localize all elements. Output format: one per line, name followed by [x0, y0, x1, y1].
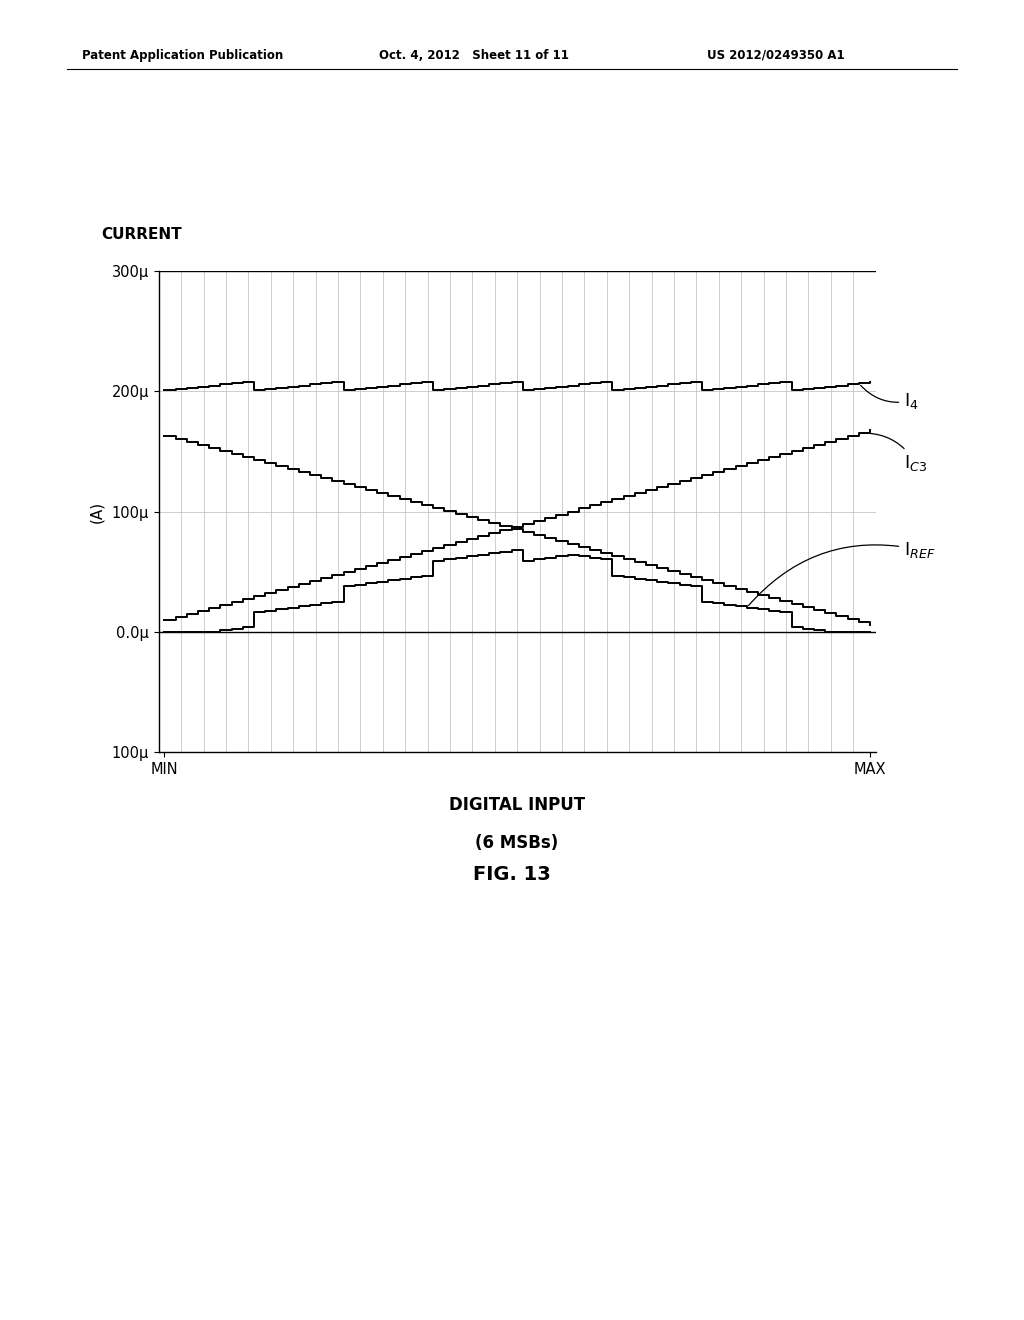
Text: US 2012/0249350 A1: US 2012/0249350 A1 — [707, 49, 844, 62]
Text: I$_{REF}$: I$_{REF}$ — [749, 540, 936, 606]
Text: DIGITAL INPUT: DIGITAL INPUT — [450, 796, 585, 813]
Text: (6 MSBs): (6 MSBs) — [475, 834, 559, 853]
Text: CURRENT: CURRENT — [101, 227, 182, 242]
Text: Oct. 4, 2012   Sheet 11 of 11: Oct. 4, 2012 Sheet 11 of 11 — [379, 49, 568, 62]
Text: FIG. 13: FIG. 13 — [473, 865, 551, 883]
Text: I$_4$: I$_4$ — [860, 385, 919, 411]
Y-axis label: (A): (A) — [89, 500, 104, 523]
Text: I$_{C3}$: I$_{C3}$ — [861, 433, 928, 474]
Text: Patent Application Publication: Patent Application Publication — [82, 49, 284, 62]
